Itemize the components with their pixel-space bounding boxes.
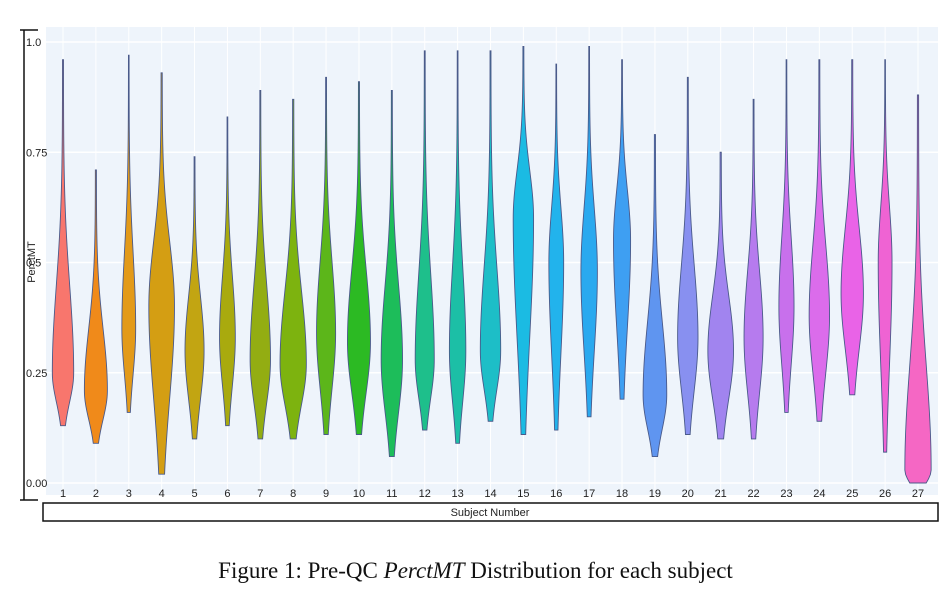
x-tick-label: 3 — [126, 488, 132, 500]
x-tick-label: 26 — [879, 488, 891, 500]
violin-22 — [743, 98, 764, 440]
figure-caption: Figure 1: Pre-QC PerctMT Distribution fo… — [0, 558, 951, 584]
x-tick-label: 7 — [257, 488, 263, 500]
x-tick-label: 25 — [846, 488, 858, 500]
x-tick-label: 11 — [386, 488, 397, 500]
caption-suffix: Distribution for each subject — [464, 558, 733, 583]
violin-17 — [580, 45, 598, 418]
violin-13 — [448, 50, 467, 444]
x-tick-label: 10 — [353, 488, 365, 500]
x-tick-label: 27 — [912, 488, 924, 500]
violin-25 — [840, 59, 864, 396]
x-tick-label: 20 — [682, 488, 694, 500]
x-tick-label: 4 — [159, 488, 165, 500]
violin-11 — [380, 90, 403, 457]
violin-26 — [877, 59, 893, 453]
violin-chart: PerctMT 0.000.250.50.751.0 1 2 3 4 5 6 7 8 9 10 11… — [20, 27, 939, 522]
x-tick-label: 2 — [93, 488, 99, 500]
violins — [51, 45, 932, 484]
violin-2 — [83, 169, 108, 444]
violin-10 — [346, 81, 371, 435]
violin-18 — [613, 59, 632, 400]
x-tick-label: 17 — [583, 488, 595, 500]
x-tick-label: 16 — [550, 488, 562, 500]
y-tick-label: 0.00 — [26, 478, 47, 490]
x-tick-label: 22 — [747, 488, 759, 500]
x-tick-label: 24 — [813, 488, 825, 500]
violin-1 — [51, 59, 75, 427]
x-tick-label: 21 — [715, 488, 727, 500]
violin-15 — [512, 45, 535, 435]
x-tick-label: 8 — [290, 488, 296, 500]
violin-16 — [548, 63, 565, 431]
violin-19 — [642, 134, 668, 457]
y-tick-labels: 0.00 0.25 0.5 0.75 1.0 — [26, 37, 47, 490]
violin-7 — [249, 90, 271, 440]
x-tick-label: 15 — [517, 488, 529, 500]
violin-14 — [479, 50, 502, 422]
violin-21 — [707, 151, 734, 440]
x-tick-labels: 1 2 3 4 5 6 7 8 9 10 11 12 13 14 15 16 17 18 19 20 21 22 23 24 2… — [60, 488, 924, 500]
violin-9 — [316, 76, 337, 435]
x-tick-label: 19 — [649, 488, 661, 500]
violin-5 — [184, 156, 205, 440]
caption-prefix: Figure 1: Pre-QC — [218, 558, 384, 583]
caption-emphasis: PerctMT — [383, 558, 465, 583]
y-axis-strip: PerctMT — [20, 29, 38, 501]
x-tick-label: 1 — [60, 488, 66, 500]
violin-8 — [279, 98, 307, 440]
x-tick-label: 14 — [484, 488, 496, 500]
x-tick-label: 12 — [419, 488, 431, 500]
violin-12 — [414, 50, 435, 431]
y-axis-label: PerctMT — [26, 241, 38, 283]
violin-3 — [121, 54, 137, 413]
y-tick-label: 1.0 — [26, 37, 41, 49]
y-tick-label: 0.5 — [26, 258, 41, 270]
x-tick-label: 9 — [323, 488, 329, 500]
violin-6 — [219, 116, 236, 427]
y-tick-label: 0.75 — [26, 147, 47, 159]
violin-24 — [808, 59, 830, 422]
y-tick-label: 0.25 — [26, 368, 47, 380]
x-tick-label: 6 — [224, 488, 230, 500]
x-tick-label: 18 — [616, 488, 628, 500]
x-tick-label: 23 — [780, 488, 792, 500]
x-axis-label: Subject Number — [451, 507, 530, 519]
x-axis-strip: Subject Number — [42, 502, 939, 522]
violin-27 — [904, 94, 932, 484]
violin-20 — [677, 76, 699, 435]
violin-23 — [778, 59, 795, 413]
x-tick-label: 5 — [191, 488, 197, 500]
x-tick-label: 13 — [451, 488, 463, 500]
violin-4 — [148, 72, 175, 475]
